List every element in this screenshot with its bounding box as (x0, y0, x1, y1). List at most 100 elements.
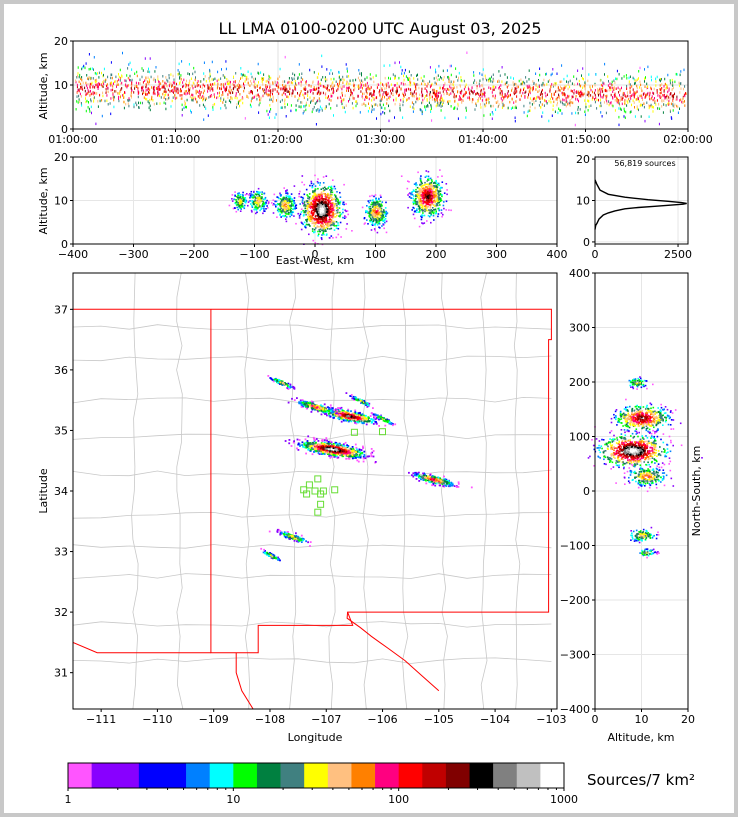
time-height-source (278, 92, 280, 95)
ew-source (231, 198, 233, 200)
ew-source (326, 213, 328, 216)
ew-source (420, 181, 423, 183)
time-height-source (148, 67, 149, 71)
time-height-source (661, 78, 662, 81)
ew-source (369, 219, 371, 222)
ew-source (266, 205, 268, 207)
ew-source (428, 190, 431, 192)
ew-source (252, 196, 255, 199)
time-height-source (305, 87, 307, 91)
time-height-source (94, 79, 96, 82)
ew-source (314, 192, 316, 195)
time-height-source (78, 98, 80, 101)
ew-source (422, 189, 425, 192)
ew-source (263, 198, 265, 201)
time-height-source (343, 98, 345, 101)
time-height-source (609, 86, 611, 89)
time-height-source (619, 107, 621, 110)
ew-source (328, 219, 331, 222)
ew-source (310, 180, 313, 183)
time-height-source (328, 89, 330, 92)
time-height-source (652, 91, 654, 95)
ew-source (374, 208, 376, 210)
time-height-source (576, 90, 578, 93)
time-height-source (581, 74, 582, 77)
ew-source (250, 203, 252, 205)
time-height-source (615, 87, 617, 90)
ew-source (301, 181, 303, 184)
ew-source (330, 224, 333, 226)
time-height-source (216, 96, 218, 100)
time-height-source (166, 98, 168, 101)
time-height-source (409, 81, 411, 85)
time-height-source (506, 85, 508, 89)
ew-source (384, 207, 387, 209)
time-height-source (102, 94, 104, 98)
time-height-source (240, 99, 242, 102)
ew-source (314, 188, 317, 190)
ew-source (380, 212, 382, 214)
time-height-source (573, 89, 575, 92)
time-height-source (211, 87, 213, 91)
time-height-source (553, 93, 555, 96)
ew-source (316, 220, 318, 223)
ew-source (314, 199, 316, 201)
time-height-source (422, 98, 424, 102)
time-height-source (429, 66, 431, 69)
ew-source (287, 195, 289, 198)
ew-source (284, 209, 286, 211)
time-height-source (153, 85, 155, 89)
time-height-source (529, 109, 531, 112)
time-height-source (174, 95, 176, 98)
ew-source (421, 191, 424, 193)
ew-source (254, 196, 256, 198)
time-height-source (258, 81, 259, 84)
ew-source (363, 223, 366, 225)
time-height-source (663, 85, 665, 88)
ew-source (274, 200, 276, 203)
time-height-source (342, 99, 344, 102)
time-height-source (680, 82, 682, 85)
time-height-source (276, 84, 278, 87)
time-height-source (592, 96, 594, 99)
time-height-source (173, 78, 175, 81)
ew-source (332, 204, 335, 206)
ew-source (290, 205, 293, 207)
time-height-source (589, 86, 591, 90)
time-height-source (442, 69, 444, 73)
ew-source (415, 211, 418, 213)
time-height-source (250, 90, 251, 93)
time-height-source (124, 79, 126, 82)
time-height-source (665, 104, 667, 107)
ew-source (346, 210, 349, 212)
time-height-source (510, 107, 512, 110)
time-height-source (683, 68, 685, 72)
ew-source (419, 191, 421, 193)
time-height-source (450, 105, 452, 108)
time-height-source (661, 95, 662, 99)
time-height-source (209, 87, 211, 90)
ew-source (280, 195, 282, 197)
time-height-source (527, 86, 529, 90)
ew-source (426, 202, 429, 204)
time-height-source (350, 93, 352, 97)
time-height-source (529, 91, 531, 95)
ew-source (411, 191, 413, 193)
time-height-source (209, 70, 211, 73)
ew-source (317, 230, 319, 233)
time-height-source (131, 78, 133, 82)
ew-source (332, 216, 335, 219)
time-height-source (521, 82, 523, 86)
time-height-source (284, 106, 286, 109)
time-height-source (658, 103, 660, 106)
ew-source (303, 221, 306, 224)
time-height-source (226, 88, 227, 91)
ew-source (325, 188, 327, 190)
time-height-source (135, 101, 137, 105)
time-height-source (472, 91, 474, 95)
time-height-source (263, 77, 265, 80)
time-height-source (118, 97, 119, 100)
time-height-source (371, 110, 373, 114)
time-height-source (387, 92, 389, 95)
ew-source (286, 189, 288, 191)
